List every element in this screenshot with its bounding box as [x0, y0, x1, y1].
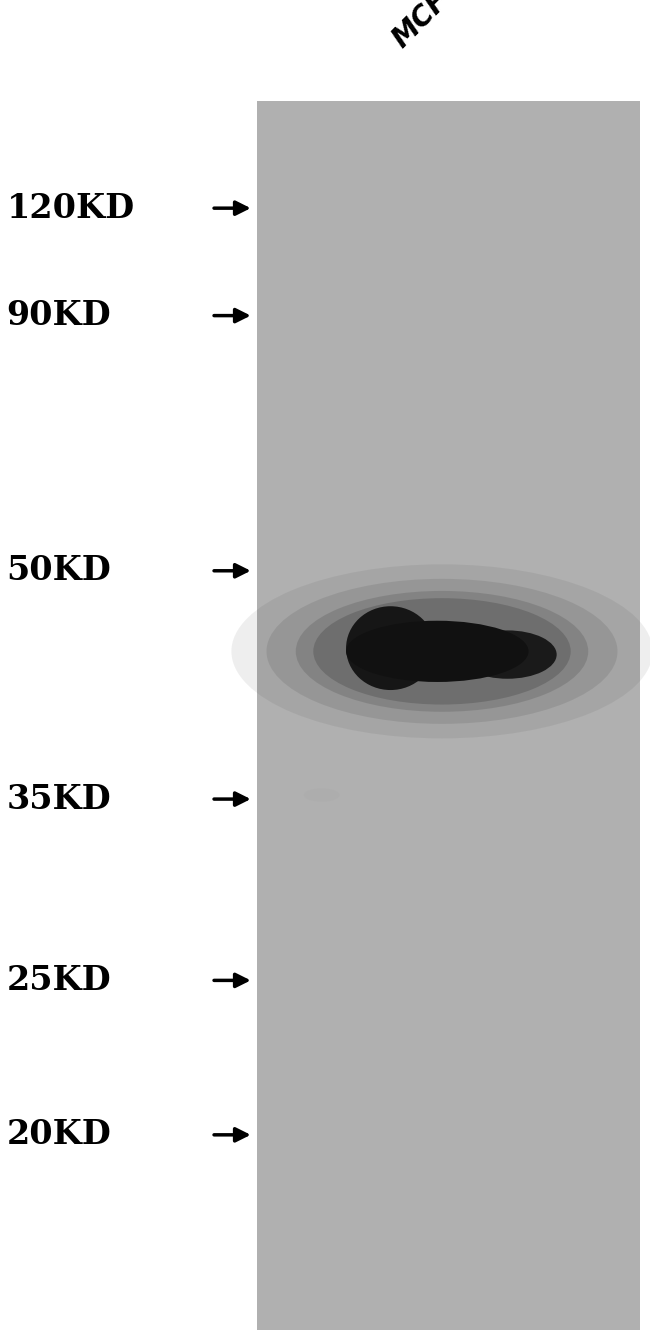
Text: 35KD: 35KD [6, 783, 111, 815]
Ellipse shape [458, 630, 556, 678]
Ellipse shape [346, 606, 435, 690]
Text: 120KD: 120KD [6, 192, 135, 224]
Text: 50KD: 50KD [6, 555, 111, 587]
Ellipse shape [231, 564, 650, 739]
Text: MCF-7: MCF-7 [387, 0, 474, 54]
Ellipse shape [296, 591, 588, 712]
Ellipse shape [313, 598, 571, 705]
Text: 20KD: 20KD [6, 1119, 111, 1151]
Ellipse shape [304, 788, 339, 802]
Text: 25KD: 25KD [6, 964, 111, 997]
Ellipse shape [266, 579, 618, 724]
Text: 90KD: 90KD [6, 299, 111, 332]
Bar [257, 101, 640, 1330]
Ellipse shape [346, 620, 528, 682]
